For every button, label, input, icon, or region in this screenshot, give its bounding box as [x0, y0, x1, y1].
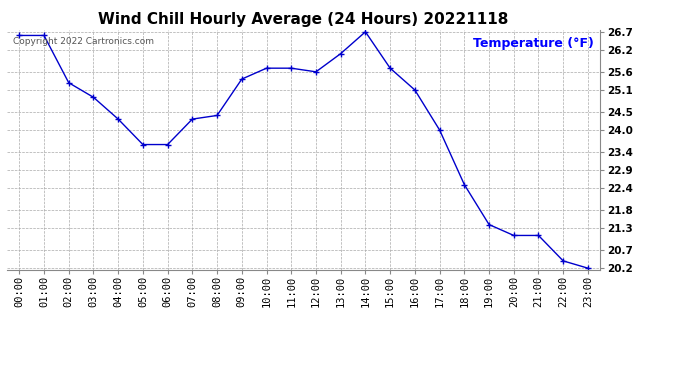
Title: Wind Chill Hourly Average (24 Hours) 20221118: Wind Chill Hourly Average (24 Hours) 202…	[99, 12, 509, 27]
Text: Temperature (°F): Temperature (°F)	[473, 37, 594, 50]
Text: Copyright 2022 Cartronics.com: Copyright 2022 Cartronics.com	[13, 37, 154, 46]
